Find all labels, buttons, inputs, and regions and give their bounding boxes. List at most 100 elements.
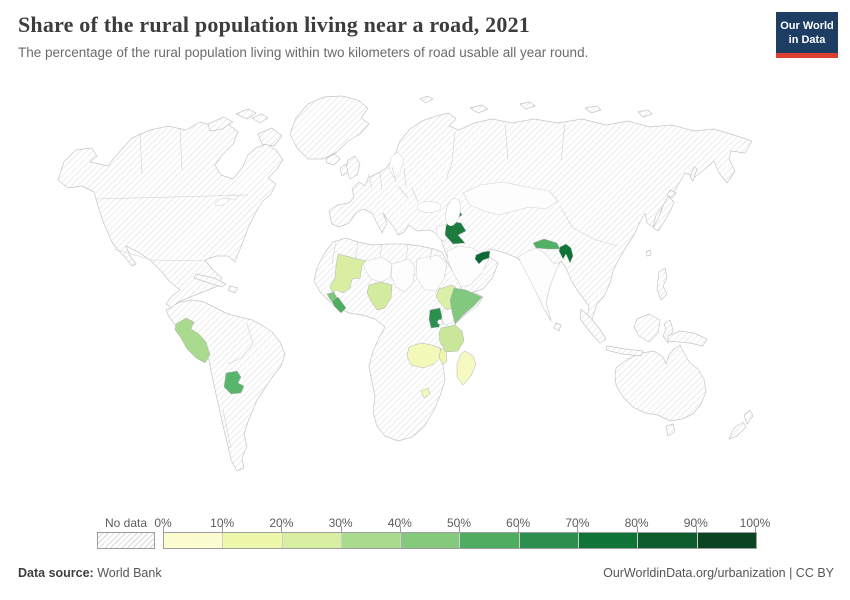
country-uae[interactable] — [474, 250, 491, 265]
legend-tick-label: 10% — [210, 516, 235, 530]
island-new-guinea[interactable] — [667, 330, 708, 347]
legend-tick-mark — [755, 526, 756, 532]
island-britain[interactable] — [345, 155, 361, 180]
country-tanzania[interactable] — [438, 324, 465, 353]
legend-bin-9[interactable] — [696, 533, 756, 548]
country-lesotho[interactable] — [420, 387, 431, 399]
legend-tick-mark — [163, 526, 164, 532]
country-iraq[interactable] — [444, 220, 467, 245]
country-borders — [95, 123, 619, 449]
island-arctic-3[interactable] — [251, 113, 269, 124]
country-somalia[interactable] — [449, 287, 483, 325]
country-mali[interactable] — [329, 253, 367, 294]
data-source-label: Data source: — [18, 566, 94, 580]
faint-no-data-countries — [361, 181, 561, 326]
owid-logo[interactable]: Our World in Data — [776, 12, 838, 58]
legend-bin-3[interactable] — [340, 533, 401, 548]
country-bangladesh[interactable] — [558, 243, 574, 264]
legend-bin-4[interactable] — [400, 533, 460, 548]
island-nz-north[interactable] — [743, 409, 754, 425]
legend-bin-2[interactable] — [281, 533, 341, 548]
page-title: Share of the rural population living nea… — [18, 12, 530, 37]
legend-tick-label: 70% — [565, 516, 590, 530]
landmass-greenland[interactable] — [289, 95, 370, 160]
legend-tick-mark — [399, 526, 401, 532]
legend-tick-label: 20% — [269, 516, 294, 530]
country-india-nodata[interactable] — [517, 247, 561, 321]
legend-colorbar — [163, 532, 757, 549]
island-philippines[interactable] — [656, 267, 668, 301]
island-nz-south[interactable] — [728, 421, 747, 440]
country-sudan-nodata[interactable] — [415, 254, 448, 292]
island-cuba[interactable] — [193, 273, 227, 288]
country-zambia[interactable] — [406, 342, 442, 369]
landmass-north-america[interactable] — [57, 121, 284, 309]
landmass-australia[interactable] — [614, 344, 707, 422]
island-japan[interactable] — [652, 195, 675, 232]
island-arctic-4[interactable] — [469, 104, 489, 114]
island-hokkaido[interactable] — [666, 189, 677, 199]
legend-bin-0[interactable] — [164, 533, 223, 548]
island-sri-lanka[interactable] — [553, 322, 562, 332]
chart-header: Share of the rural population living nea… — [18, 12, 740, 60]
legend-tick-mark — [695, 526, 697, 532]
country-madagascar[interactable] — [456, 350, 477, 386]
island-borneo[interactable] — [633, 313, 661, 343]
legend-bin-8[interactable] — [637, 533, 697, 548]
country-paraguay[interactable] — [223, 370, 245, 395]
legend-tick-mark — [577, 526, 579, 532]
data-source-note: Data source: World Bank — [18, 566, 162, 580]
island-hispaniola[interactable] — [227, 285, 239, 294]
island-arctic-2[interactable] — [235, 108, 257, 120]
island-java[interactable] — [605, 345, 644, 357]
country-chad-nodata[interactable] — [390, 258, 416, 293]
country-malawi[interactable] — [438, 347, 448, 366]
legend-tick-mark — [281, 526, 283, 532]
island-tasmania[interactable] — [665, 423, 676, 437]
island-iceland[interactable] — [325, 153, 341, 166]
legend-tick-mark — [518, 526, 520, 532]
island-arctic-7[interactable] — [637, 109, 653, 118]
island-svalbard[interactable] — [419, 95, 434, 104]
legend-bin-6[interactable] — [518, 533, 579, 548]
legend-tick-label: 50% — [446, 516, 472, 530]
world-map[interactable] — [0, 80, 850, 512]
country-kazakhstan-nodata[interactable] — [462, 181, 559, 216]
owid-license-link[interactable]: OurWorldinData.org/urbanization | CC BY — [603, 566, 834, 580]
island-sakhalin[interactable] — [689, 166, 698, 182]
island-arctic-1[interactable] — [207, 116, 234, 132]
legend-tick-mark — [459, 526, 460, 532]
legend-no-data-label: No data — [104, 516, 148, 530]
colored-countries-layer — [174, 209, 574, 399]
island-sulawesi[interactable] — [662, 319, 674, 344]
great-lake-2 — [227, 194, 239, 200]
legend-bin-7[interactable] — [578, 533, 638, 548]
lakes — [215, 151, 461, 325]
country-niger-nodata[interactable] — [361, 256, 393, 283]
country-peru[interactable] — [174, 317, 211, 364]
country-nigeria[interactable] — [366, 281, 393, 311]
legend-tick-label: 90% — [683, 516, 708, 530]
chart-subtitle: The percentage of the rural population l… — [18, 45, 589, 60]
island-arctic-6[interactable] — [584, 105, 602, 114]
baltic-sea — [388, 151, 405, 179]
legend-bin-1[interactable] — [222, 533, 282, 548]
legend-tick-label: 0% — [154, 516, 172, 530]
legend-tick-mark — [340, 526, 342, 532]
country-liberia[interactable] — [331, 296, 347, 314]
legend-no-data-swatch[interactable] — [97, 532, 155, 549]
island-baffin[interactable] — [257, 127, 283, 147]
lake-victoria — [437, 319, 443, 325]
black-sea — [416, 201, 442, 213]
map-legend: No data 0% 10% 20% 30% 40% 50% 60% 70% 80% 90% 100… — [0, 515, 850, 557]
legend-bin-5[interactable] — [459, 533, 519, 548]
legend-tick-label: 60% — [506, 516, 531, 530]
island-taiwan[interactable] — [645, 249, 652, 257]
legend-tick-label: 30% — [328, 516, 353, 530]
great-lake-1 — [215, 198, 229, 206]
island-arctic-5[interactable] — [519, 101, 536, 110]
island-ireland[interactable] — [339, 163, 349, 177]
logo-line1: Our World — [780, 20, 834, 32]
island-sumatra[interactable] — [579, 308, 607, 344]
legend-tick-label: 80% — [624, 516, 649, 530]
